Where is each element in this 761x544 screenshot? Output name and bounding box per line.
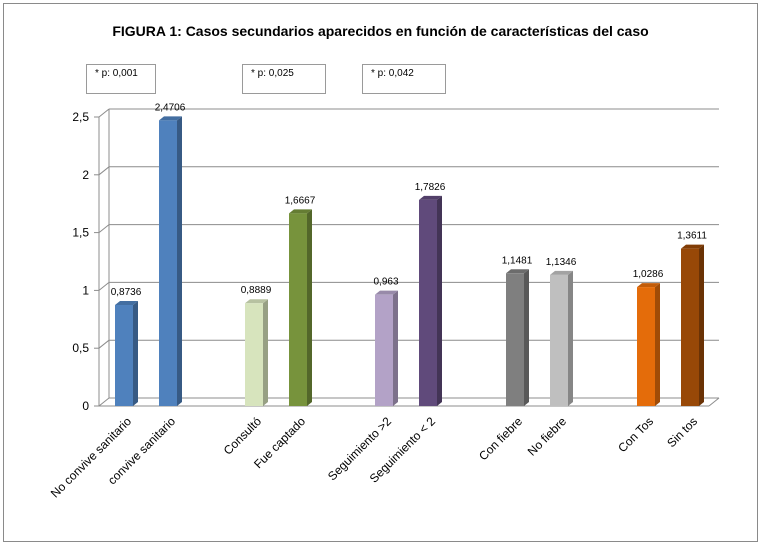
x-tick-label: No convive sanitario <box>48 414 135 501</box>
bar <box>159 120 177 406</box>
bar <box>245 303 263 406</box>
bar-side <box>655 283 660 406</box>
bar <box>289 213 307 406</box>
y-tick-label: 1,5 <box>72 226 89 240</box>
bar-side <box>177 116 182 406</box>
gridline-side <box>99 282 109 290</box>
bar-side <box>393 291 398 406</box>
gridline-side <box>99 167 109 175</box>
bar-side <box>437 196 442 406</box>
gridline-side <box>99 398 109 406</box>
bar <box>115 305 133 406</box>
gridline-side <box>99 109 109 117</box>
bar-side <box>699 245 704 406</box>
bar <box>637 287 655 406</box>
bar-side <box>307 209 312 406</box>
data-label: 1,3611 <box>677 231 707 242</box>
gridline-side <box>99 340 109 348</box>
x-tick-label: No fiebre <box>525 414 570 459</box>
bar <box>375 295 393 406</box>
bar <box>506 273 524 406</box>
bar-side <box>263 299 268 406</box>
x-tick-label: Sin tos <box>664 414 700 450</box>
y-tick-label: 1 <box>82 283 89 297</box>
data-label: 1,6667 <box>285 195 316 206</box>
y-tick-label: 2,5 <box>72 110 89 124</box>
bar <box>681 249 699 406</box>
x-tick-label: Consultó <box>221 414 265 458</box>
data-label: 1,1346 <box>546 257 577 268</box>
y-tick-label: 2 <box>82 168 89 182</box>
x-tick-label: Con fiebre <box>476 414 525 463</box>
data-label: 2,4706 <box>155 102 186 113</box>
y-tick-label: 0 <box>82 399 89 413</box>
y-tick-label: 0,5 <box>72 341 89 355</box>
bar-side <box>524 269 529 406</box>
x-tick-label: Con Tos <box>615 414 656 455</box>
bar-chart: 0 0,5 1 1,5 2 2,5 0,8736 No convive sanitario 2,… <box>0 0 761 544</box>
bar <box>419 200 437 406</box>
bar-side <box>568 271 573 406</box>
data-label: 1,7826 <box>415 182 446 193</box>
data-label: 1,0286 <box>633 269 664 280</box>
bar <box>550 275 568 406</box>
data-label: 0,8736 <box>111 287 142 298</box>
data-label: 1,1481 <box>502 255 533 266</box>
floor-edge <box>709 398 719 406</box>
gridline-side <box>99 225 109 233</box>
data-label: 0,8889 <box>241 285 272 296</box>
bar-side <box>133 301 138 406</box>
data-label: 0,963 <box>373 277 398 288</box>
